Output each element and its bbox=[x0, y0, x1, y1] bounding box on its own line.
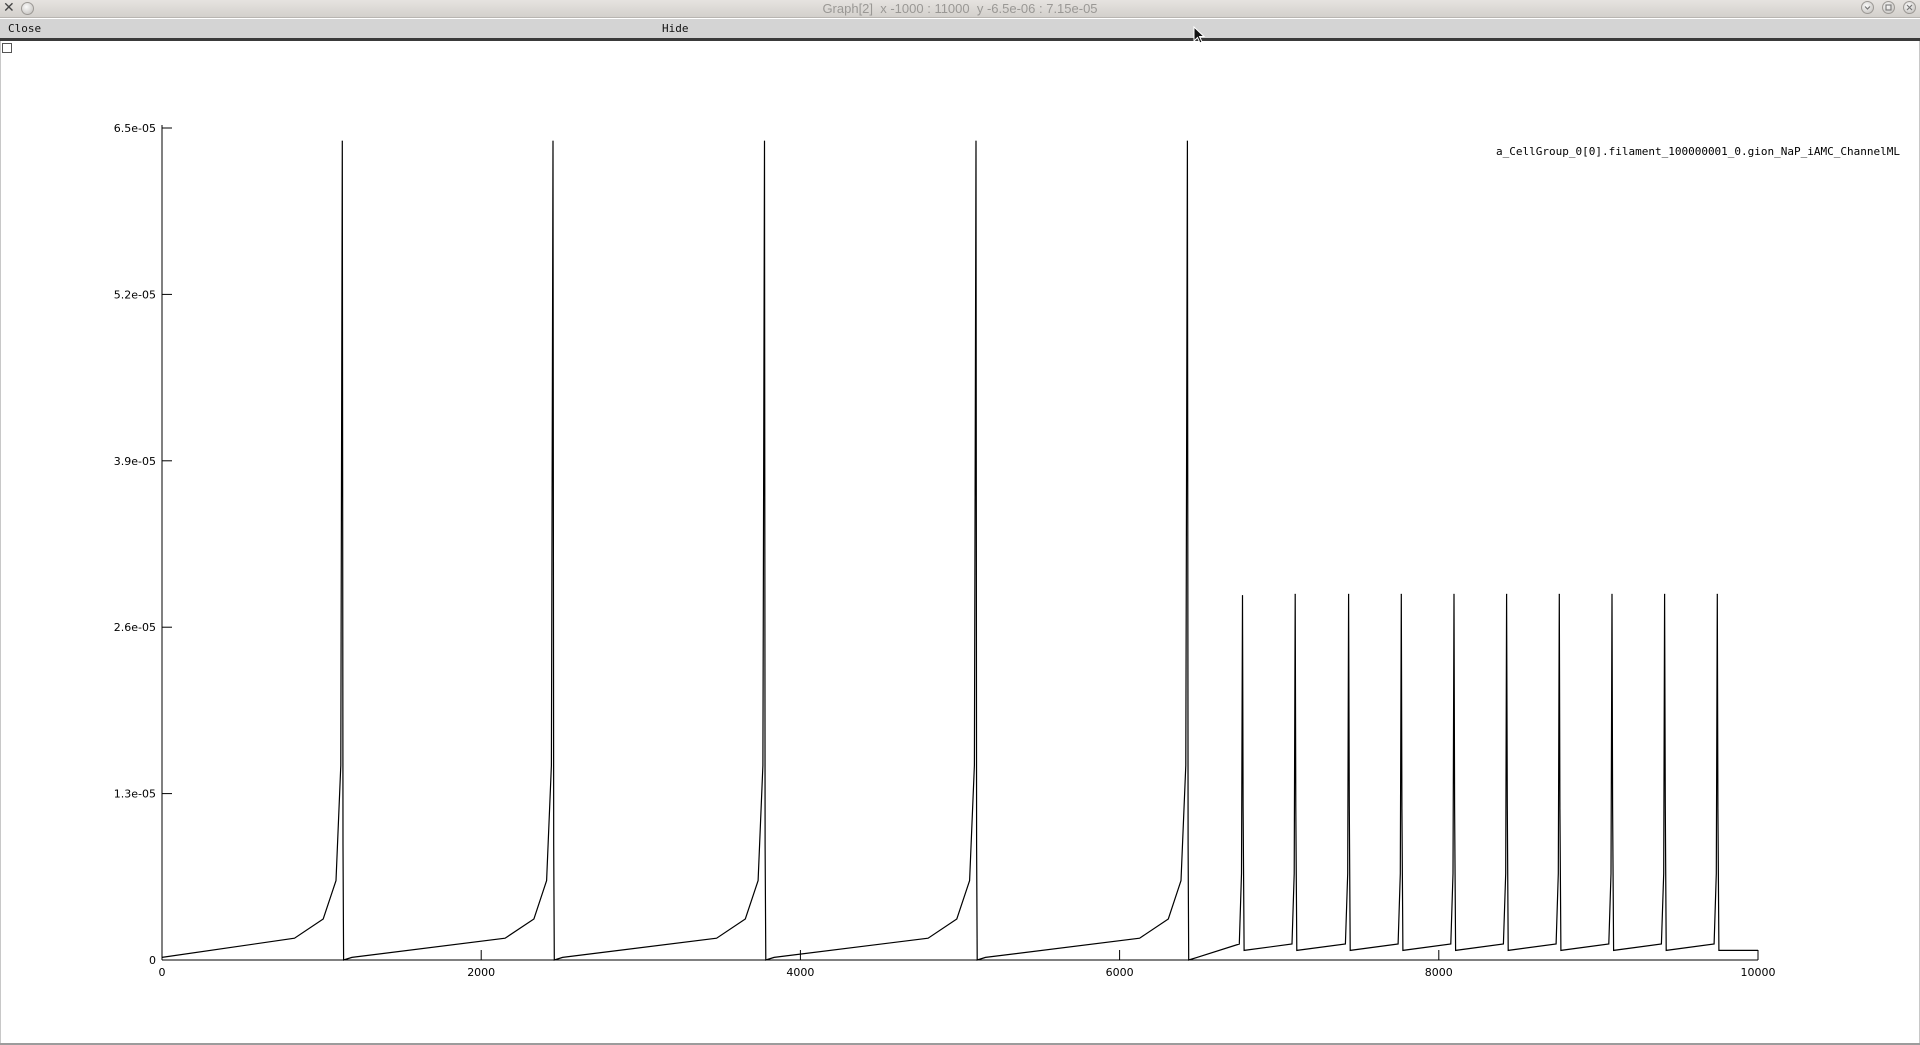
y-tick-label-3: 3.9e-05 bbox=[114, 455, 156, 468]
window-title: Graph[2] x -1000 : 11000 y -6.5e-06 : 7.… bbox=[822, 1, 1098, 16]
minimize-icon[interactable] bbox=[1861, 1, 1874, 14]
window-controls bbox=[1861, 1, 1916, 14]
y-tick-label-1: 1.3e-05 bbox=[114, 788, 156, 801]
maximize-icon[interactable] bbox=[1882, 1, 1895, 14]
series-line-0 bbox=[161, 140, 1758, 961]
hide-button[interactable]: Hide bbox=[662, 22, 689, 35]
y-tick-label-4: 5.2e-05 bbox=[114, 288, 156, 301]
graph-checkbox[interactable] bbox=[2, 43, 12, 53]
y-tick-label-5: 6.5e-05 bbox=[114, 122, 156, 135]
window-border-bottom bbox=[0, 1043, 1920, 1045]
graph-canvas[interactable]: 0 1.3e-05 2.6e-05 3.9e-05 5.2e-05 6.5e-05 0 200… bbox=[0, 41, 1920, 1041]
graph-menubar: Close Hide bbox=[0, 19, 1920, 41]
window-border-left bbox=[0, 41, 1, 1045]
legend-entry-0: a_CellGroup_0[0].filament_100000001_0.gi… bbox=[1496, 145, 1900, 158]
x-tick-label-0: 0 bbox=[159, 966, 166, 979]
y-tick-label-2: 2.6e-05 bbox=[114, 621, 156, 634]
close-icon[interactable] bbox=[1903, 1, 1916, 14]
title-bar-left: ✕ bbox=[3, 1, 34, 16]
menu-circle-icon[interactable] bbox=[20, 2, 34, 15]
x-tick-label-2: 4000 bbox=[786, 966, 814, 979]
mouse-pointer-icon bbox=[1193, 26, 1205, 44]
close-button[interactable]: Close bbox=[8, 22, 42, 35]
x-tick-label-5: 10000 bbox=[1741, 966, 1776, 979]
x-tick-label-1: 2000 bbox=[467, 966, 495, 979]
title-bar: ✕ Graph[2] x -1000 : 11000 y -6.5e-06 : … bbox=[0, 0, 1920, 18]
x-logo-icon[interactable]: ✕ bbox=[3, 0, 15, 16]
x-tick-label-3: 6000 bbox=[1106, 966, 1134, 979]
x-tick-label-4: 8000 bbox=[1425, 966, 1453, 979]
y-tick-label-0: 0 bbox=[149, 954, 156, 967]
